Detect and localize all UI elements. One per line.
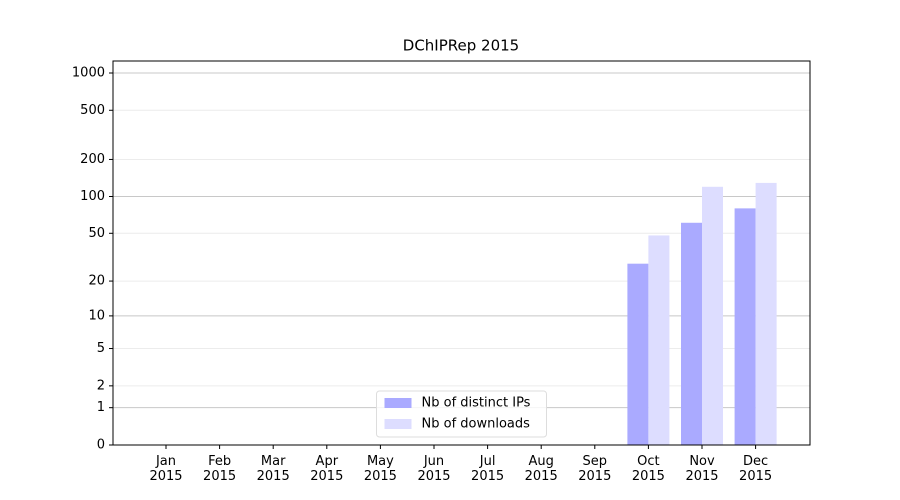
bar bbox=[681, 222, 702, 445]
x-tick-label: Feb 2015 bbox=[203, 454, 237, 484]
bar bbox=[627, 263, 649, 445]
legend-label: Nb of distinct IPs bbox=[422, 396, 531, 411]
axes-frame bbox=[112, 60, 811, 446]
x-tick-label: Mar 2015 bbox=[256, 454, 290, 484]
x-tick-label: Aug 2015 bbox=[524, 454, 558, 484]
y-tick-label: 500 bbox=[80, 103, 105, 118]
legend-box bbox=[376, 390, 547, 438]
x-tick-label: Dec 2015 bbox=[739, 454, 773, 484]
x-tick-label: Oct 2015 bbox=[631, 454, 665, 484]
x-tick-label: Jan 2015 bbox=[149, 454, 183, 484]
x-tick-label: Apr 2015 bbox=[310, 454, 344, 484]
legend-label: Nb of downloads bbox=[422, 417, 531, 432]
y-tick-label: 1 bbox=[97, 400, 105, 415]
y-tick-label: 1000 bbox=[72, 66, 105, 81]
bar bbox=[648, 235, 670, 445]
x-tick-label: Sep 2015 bbox=[578, 454, 612, 484]
y-tick-label: 50 bbox=[88, 226, 105, 241]
y-tick-label: 5 bbox=[97, 341, 105, 356]
chart-title: DChIPRep 2015 bbox=[403, 37, 519, 55]
y-tick-label: 100 bbox=[80, 189, 105, 204]
x-tick-label: Nov 2015 bbox=[685, 454, 719, 484]
y-tick-label: 200 bbox=[80, 152, 105, 167]
y-tick-label: 20 bbox=[88, 274, 105, 289]
bar bbox=[702, 186, 723, 445]
y-tick-label: 2 bbox=[97, 378, 105, 393]
bar bbox=[755, 182, 777, 445]
bar bbox=[734, 208, 756, 445]
y-tick-label: 0 bbox=[97, 438, 105, 453]
x-tick-label: Jul 2015 bbox=[471, 454, 505, 484]
x-tick-label: Jun 2015 bbox=[417, 454, 451, 484]
legend-swatch bbox=[384, 419, 412, 429]
y-tick-label: 10 bbox=[88, 308, 105, 323]
legend: Nb of distinct IPs Nb of downloads bbox=[376, 390, 547, 438]
x-tick-label: May 2015 bbox=[363, 454, 397, 484]
legend-swatch bbox=[384, 398, 412, 408]
